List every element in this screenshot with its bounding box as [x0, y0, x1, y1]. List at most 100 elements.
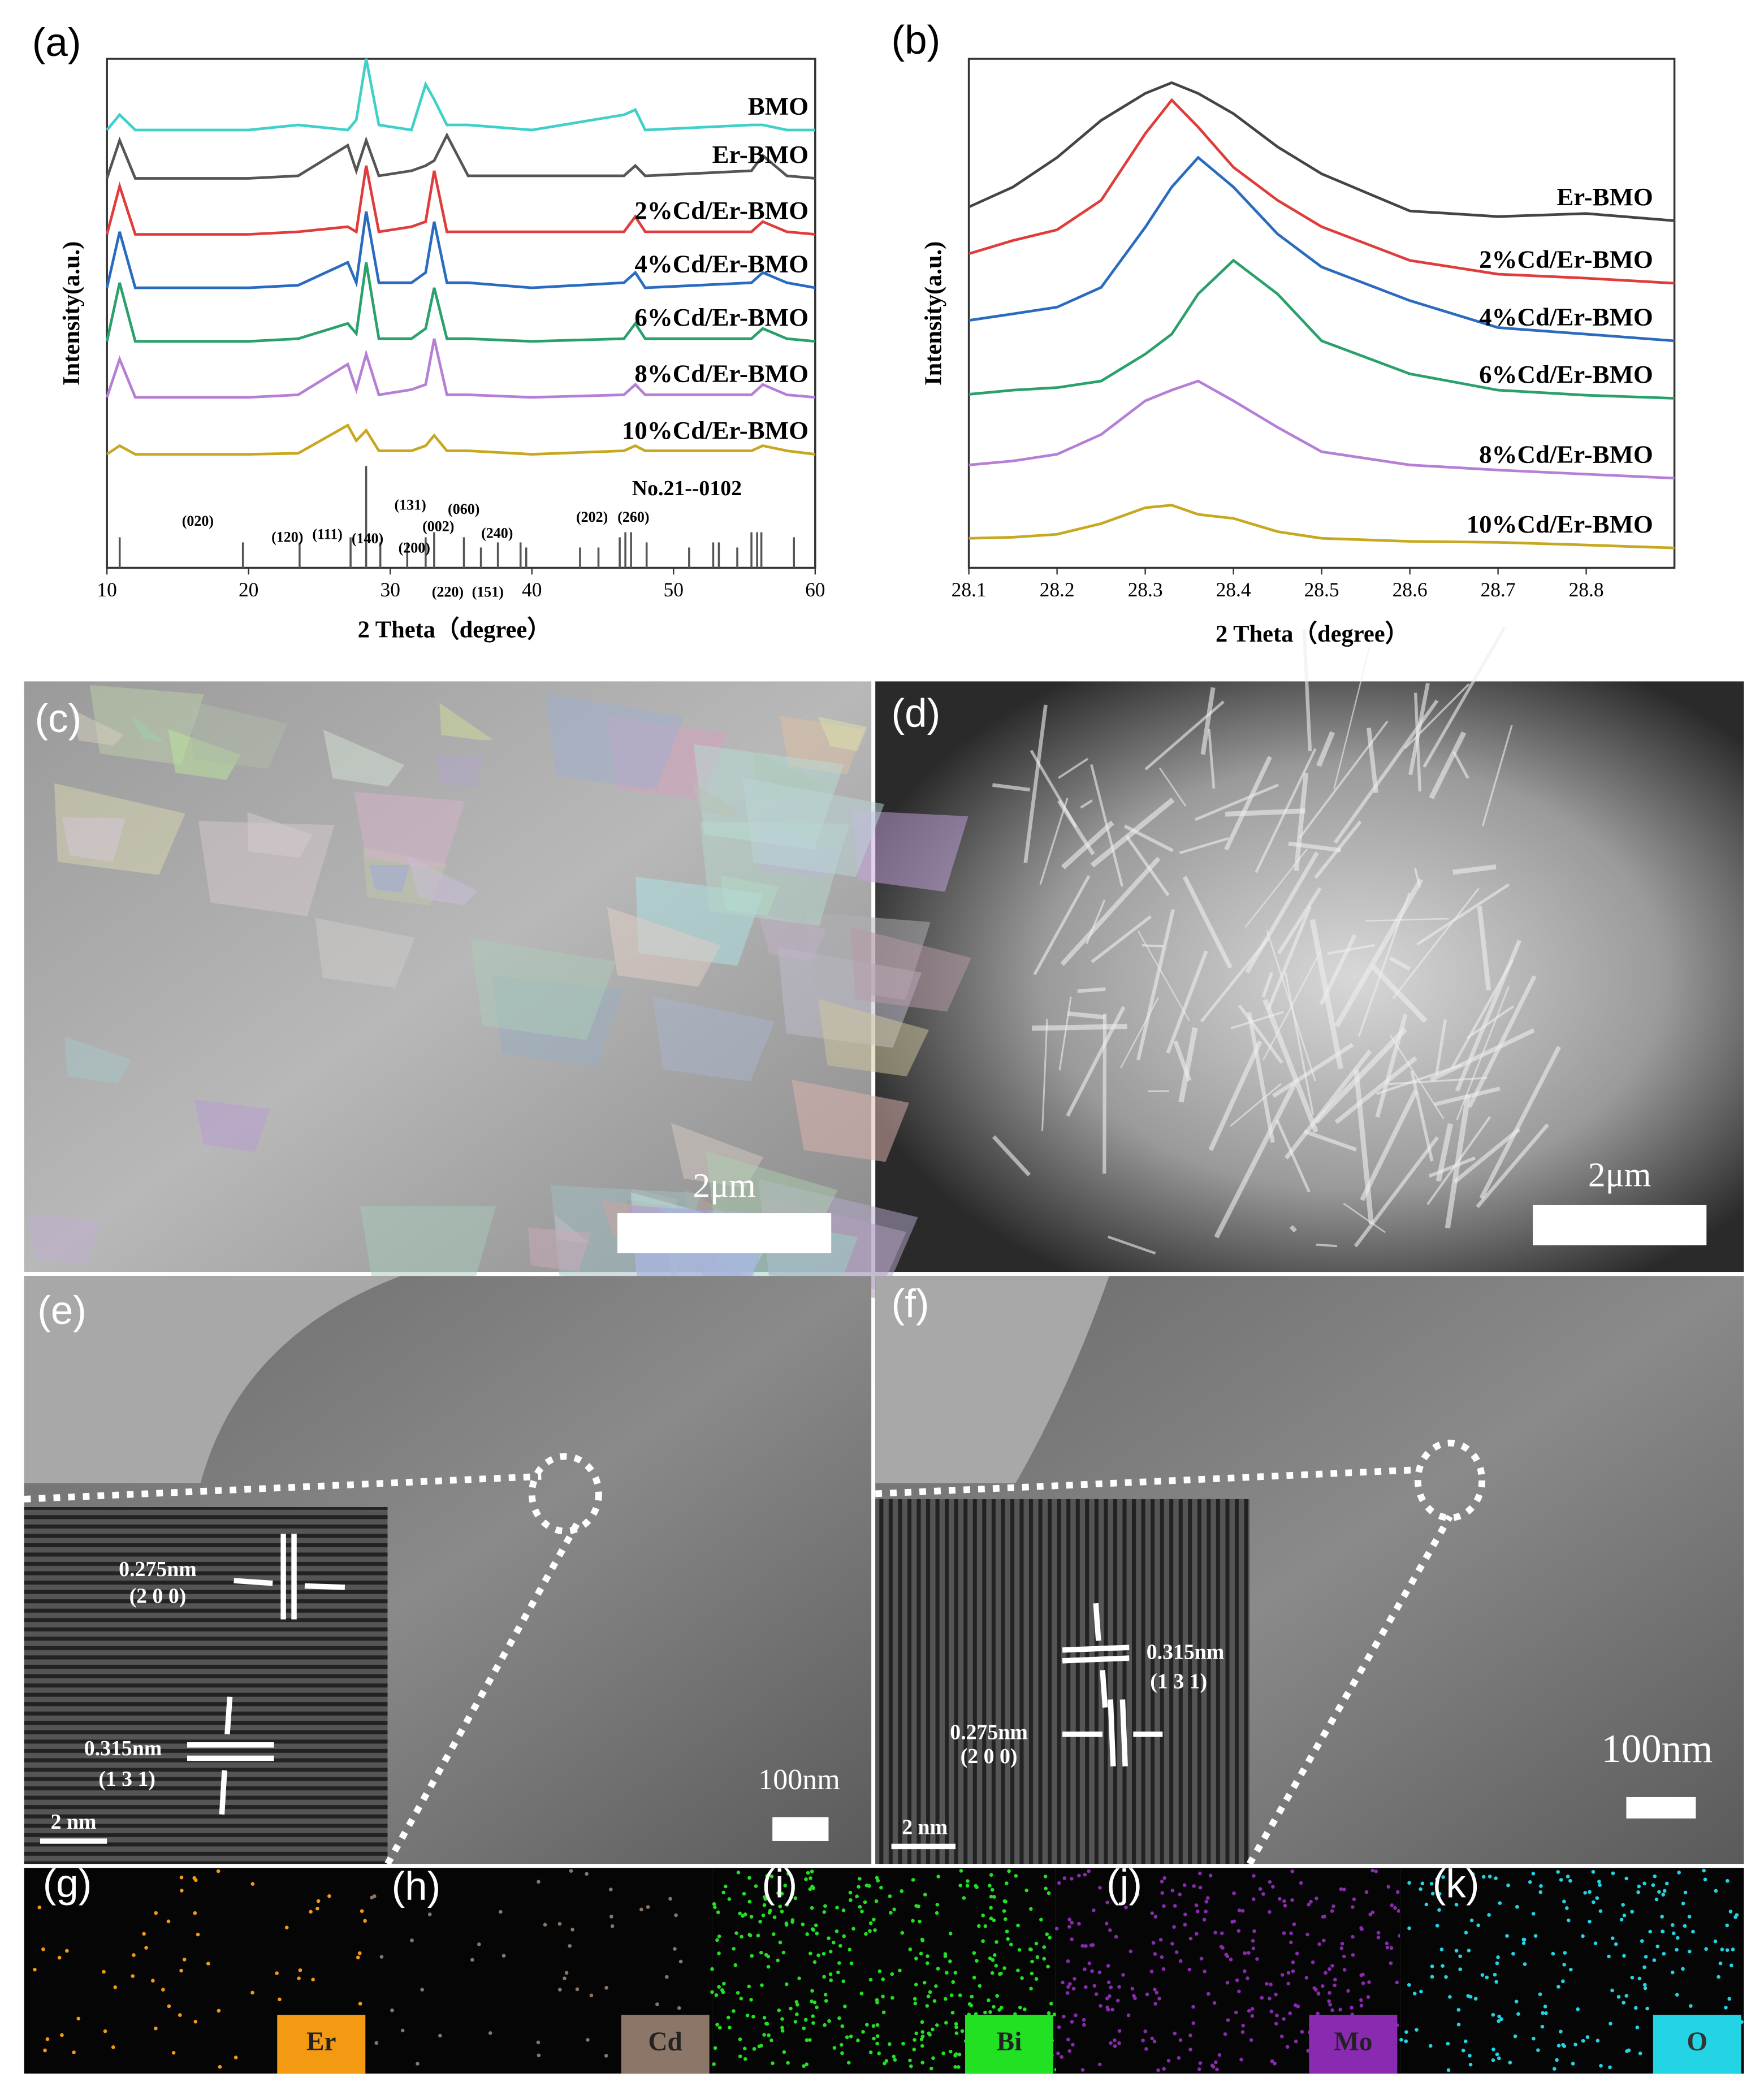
eds-dot: [935, 1911, 939, 1915]
eds-dot: [928, 1990, 932, 1994]
eds-dot: [1166, 2058, 1171, 2063]
eds-dot: [1225, 1981, 1230, 1985]
x-tick-label: 28.5: [1304, 578, 1339, 601]
eds-dot: [983, 2010, 987, 2015]
hkl-label: (240): [481, 525, 513, 541]
eds-dot: [808, 1876, 812, 1880]
eds-dot: [765, 1874, 769, 1878]
eds-dot: [610, 1924, 615, 1928]
eds-dot: [832, 2046, 837, 2050]
flake: [850, 927, 972, 1012]
eds-dot: [1654, 1897, 1659, 1902]
eds-dot: [1212, 2001, 1217, 2005]
eds-dot: [742, 2046, 747, 2051]
eds-dot: [1458, 1967, 1463, 1971]
eds-dot: [111, 2045, 115, 2049]
eds-dot: [1585, 2035, 1590, 2039]
eds-dot: [786, 2061, 790, 2065]
eds-dot: [943, 1952, 948, 1956]
eds-dot: [1162, 1876, 1167, 1880]
eds-dot: [154, 2026, 158, 2031]
series-label: 4%Cd/Er-BMO: [634, 250, 808, 278]
eds-dot: [43, 2048, 47, 2053]
eds-dot: [1092, 1908, 1096, 1912]
series-label: 2%Cd/Er-BMO: [1479, 245, 1653, 274]
eds-dot: [1210, 2063, 1214, 2067]
x-tick-label: 60: [805, 578, 825, 601]
eds-dot: [1435, 1924, 1439, 1928]
eds-dot: [234, 2055, 238, 2060]
eds-dot: [370, 1895, 374, 1899]
eds-dot: [1644, 1955, 1648, 1959]
eds-dot: [1205, 1896, 1210, 1900]
eds-dot: [1223, 2032, 1227, 2036]
rod: [1263, 998, 1318, 1133]
eds-dot: [1642, 1965, 1646, 1970]
rod: [1316, 731, 1335, 767]
x-axis-label: 2 Theta（degree）: [1216, 621, 1409, 647]
eds-dot: [1330, 2008, 1334, 2012]
eds-dot: [1404, 2039, 1408, 2044]
eds-dot: [1566, 1918, 1571, 1923]
eds-dot: [716, 1910, 720, 1915]
eds-dot: [795, 2012, 799, 2016]
eds-dot: [1039, 1917, 1043, 1922]
eds-dot: [922, 1980, 927, 1985]
eds-dot: [1145, 1992, 1149, 1997]
rod: [1261, 972, 1274, 998]
scale-label: 100nm: [758, 1764, 840, 1796]
series-line: [105, 132, 816, 180]
x-tick-label: 40: [522, 578, 542, 601]
eds-dot: [1114, 1934, 1118, 1939]
eds-dot: [1268, 1880, 1272, 1884]
eds-dot: [1543, 2005, 1547, 2009]
rod: [1266, 930, 1316, 1081]
eds-dot: [745, 2013, 750, 2018]
flake: [742, 777, 885, 877]
eds-dot: [990, 1888, 995, 1892]
eds-dot: [1677, 1871, 1681, 1875]
eds-dot: [1456, 2022, 1461, 2027]
rod: [1058, 758, 1089, 779]
eds-dot: [1437, 1891, 1442, 1896]
eds-dot: [1213, 1930, 1217, 1934]
element-box: [277, 2015, 366, 2074]
rod: [1370, 964, 1428, 1023]
eds-dot: [379, 1955, 384, 1959]
eds-dot: [1640, 1939, 1644, 1943]
eds-dot: [1151, 1941, 1156, 1945]
rod: [992, 783, 1031, 792]
eds-dot: [747, 1899, 752, 1904]
eds-dot: [782, 2050, 786, 2054]
flake: [407, 855, 478, 906]
eds-dot: [1664, 1881, 1669, 1886]
eds-dot: [953, 2053, 957, 2058]
eds-dot: [960, 2029, 965, 2033]
eds-dot: [1370, 1868, 1375, 1873]
eds-dot: [1511, 1951, 1515, 1956]
eds-dot: [908, 2058, 912, 2063]
eds-dot: [297, 1976, 301, 1980]
eds-dot: [1581, 2038, 1585, 2043]
eds-dot: [1316, 1991, 1321, 1996]
eds-dot: [390, 2008, 394, 2012]
eds-dot: [936, 1967, 940, 1971]
eds-dot: [920, 1937, 924, 1942]
series-line: [106, 423, 816, 456]
eds-dot: [1487, 1913, 1491, 1917]
panel-label: (i): [762, 1862, 797, 1906]
eds-dot: [916, 1904, 920, 1908]
rod: [1309, 919, 1343, 1070]
eds-dot: [250, 1990, 254, 1995]
x-tick-label: 28.1: [952, 578, 987, 601]
eds-dot: [881, 2010, 886, 2015]
eds-dot: [1198, 1871, 1202, 1876]
eds-dot: [715, 2023, 719, 2027]
eds-dot: [823, 1904, 827, 1908]
rod: [1476, 1123, 1549, 1208]
eds-dot: [856, 2038, 860, 2042]
eds-dot: [892, 1907, 896, 1912]
eds-dot: [1609, 2022, 1612, 2026]
eds-dot: [193, 2019, 198, 2024]
eds-dot: [1691, 1929, 1695, 1934]
